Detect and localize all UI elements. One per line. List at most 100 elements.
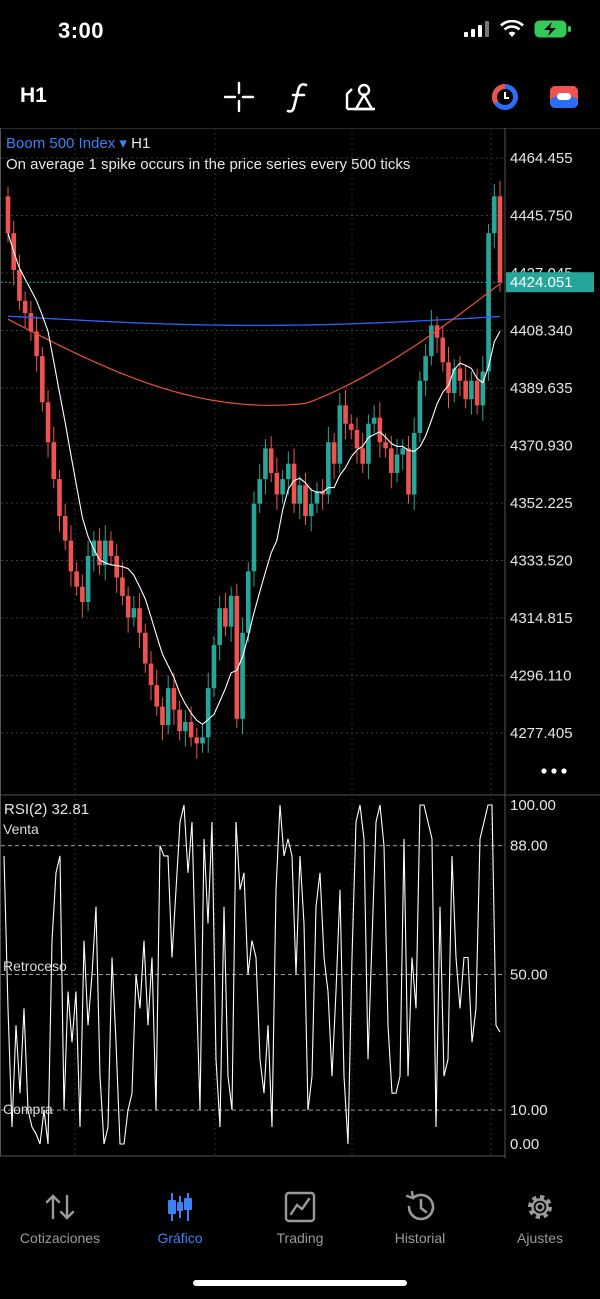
candle-body <box>85 555 91 603</box>
candle-body <box>240 632 245 719</box>
objects-icon[interactable] <box>344 80 378 114</box>
candle-body <box>400 448 406 455</box>
candle-body <box>383 442 388 449</box>
price-tick-label: 4370.930 <box>510 438 573 455</box>
candle-body <box>120 577 125 596</box>
price-tick-label: 4333.520 <box>510 553 573 570</box>
crosshair-icon[interactable] <box>222 80 256 114</box>
symbol-name[interactable]: Boom 500 Index <box>6 135 116 152</box>
candle-body <box>303 485 308 516</box>
candle-body <box>497 196 503 283</box>
tab-ajustes[interactable]: Ajustes <box>480 1190 600 1246</box>
ma-red-line <box>7 283 501 406</box>
candle-body <box>314 491 320 504</box>
rsi-label: RSI(2) 32.81 <box>4 801 90 818</box>
settings-icon <box>528 1195 552 1219</box>
candle-body <box>371 417 377 424</box>
candle-body <box>394 454 400 473</box>
tab-grafico[interactable]: Gráfico <box>120 1190 240 1246</box>
candle-body <box>211 645 217 689</box>
candle-body <box>417 380 423 433</box>
candle-body <box>486 233 491 372</box>
candle-body <box>389 448 394 473</box>
candle-body <box>131 608 137 618</box>
candle-body <box>337 405 343 464</box>
candle-body <box>291 463 297 504</box>
candle-body <box>34 331 39 357</box>
candle-body <box>80 586 85 603</box>
rsi-tick-label: 50.00 <box>510 967 548 984</box>
candle-body <box>137 608 142 633</box>
candle-body <box>17 270 22 301</box>
candle-body <box>257 479 263 504</box>
candle-body <box>57 479 62 516</box>
candle-body <box>274 472 280 495</box>
candle-body <box>354 429 360 449</box>
tab-label: Trading <box>276 1230 324 1246</box>
tab-label: Historial <box>394 1230 446 1246</box>
candle-body <box>5 196 11 234</box>
tab-historial[interactable]: Historial <box>360 1190 480 1246</box>
candle-body <box>297 485 303 504</box>
candle-body <box>97 540 102 566</box>
candle-body <box>469 380 474 400</box>
candle-body <box>194 737 200 744</box>
candle-body <box>200 737 205 744</box>
rsi-level-retroceso: Retroceso <box>3 958 67 974</box>
candle-body <box>108 540 114 556</box>
bid-price-box <box>506 272 594 293</box>
trading-icon <box>284 1191 316 1223</box>
battery-charging-icon <box>534 20 571 38</box>
tab-trading[interactable]: Trading <box>240 1190 360 1246</box>
candle-body <box>348 423 354 430</box>
quotes-icon <box>45 1194 75 1220</box>
candle-body <box>245 571 251 633</box>
function-icon[interactable] <box>283 80 317 114</box>
chart-toolbar: H1 <box>0 66 600 128</box>
trade-timer-icon[interactable] <box>488 80 522 114</box>
candle-body <box>268 448 274 473</box>
candle-body <box>40 356 45 403</box>
candle-body <box>171 688 177 710</box>
candle-body <box>308 503 314 516</box>
candle-body <box>280 479 285 495</box>
tab-bar: Cotizaciones Gráfico Trading Historial <box>0 1182 600 1299</box>
timeframe-button[interactable]: H1 <box>20 84 47 107</box>
candle-body <box>22 300 28 314</box>
symbol-description: On average 1 spike occurs in the price s… <box>6 156 411 173</box>
history-icon <box>405 1190 435 1221</box>
candle-body <box>343 405 348 424</box>
candle-body <box>360 448 365 464</box>
tab-cotizaciones[interactable]: Cotizaciones <box>0 1190 120 1246</box>
home-indicator <box>193 1280 407 1286</box>
toggle-icon[interactable] <box>547 80 581 114</box>
price-tick-label: 4277.405 <box>510 725 573 742</box>
candle-body <box>429 325 434 357</box>
chart-svg[interactable]: 4464.4554445.7504427.0454408.3404389.635… <box>0 128 600 1158</box>
candle-body <box>320 491 325 495</box>
rsi-tick-label: 0.00 <box>510 1136 539 1153</box>
tab-label: Cotizaciones <box>19 1230 101 1246</box>
bid-price-label: 4424.051 <box>510 274 573 291</box>
candle-body <box>423 356 428 381</box>
candle-body <box>102 540 108 566</box>
price-tick-label: 4464.455 <box>510 150 573 167</box>
rsi-tick-label: 10.00 <box>510 1102 548 1119</box>
rsi-tick-label: 88.00 <box>510 838 548 855</box>
instrument-title[interactable]: Boom 500 Index ▾ H1 <box>6 134 150 152</box>
price-tick-label: 4408.340 <box>510 323 573 340</box>
candle-body <box>217 608 222 646</box>
candle-body <box>457 368 463 381</box>
candle-body <box>114 555 119 578</box>
status-icons <box>464 20 572 38</box>
candle-body <box>366 423 371 464</box>
candle-body <box>165 688 171 726</box>
candle-body <box>183 721 188 732</box>
chart-canvas[interactable]: 4464.4554445.7504427.0454408.3404389.635… <box>0 128 600 1158</box>
candle-body <box>480 371 486 406</box>
rsi-level-venta: Venta <box>3 821 39 837</box>
more-icon[interactable] <box>540 764 570 778</box>
candle-body <box>154 685 160 707</box>
ma-white-line <box>7 233 501 725</box>
symbol-caret-icon[interactable]: ▾ <box>119 135 127 152</box>
